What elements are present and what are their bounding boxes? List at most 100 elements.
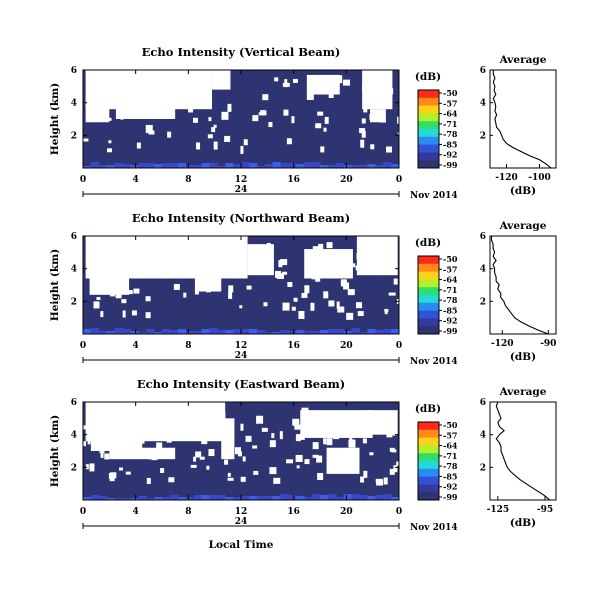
surface-echo-cell [391,164,400,168]
no-data-speckle [364,264,371,272]
no-data-speckle [323,127,327,132]
surface-echo-cell [83,329,92,334]
no-data-speckle [228,291,233,299]
surface-echo-cell [106,331,116,334]
surface-echo-cell [162,329,171,334]
no-data-speckle [397,131,404,136]
no-data-speckle [312,454,319,458]
surface-echo-cell [130,165,139,168]
surface-echo-cell [217,495,226,500]
no-data-regions [85,236,403,320]
no-data-speckle [119,467,124,471]
no-data-speckle [315,123,322,129]
no-data-region [212,70,231,90]
no-data-speckle [286,138,292,145]
no-data-speckle [173,283,180,290]
no-data-speckle [256,415,264,424]
no-data-speckle [99,447,105,454]
no-data-speckle [240,145,244,154]
no-data-speckle [145,296,151,302]
no-data-speckle [317,472,324,480]
no-data-speckle [275,270,282,278]
no-data-speckle [291,306,296,311]
no-data-speckle [201,439,208,445]
no-data-speckle [224,135,231,142]
no-data-speckle [207,434,214,440]
surface-echo-cell [138,496,147,500]
surface-echo-cell [193,495,202,500]
no-data-region [356,236,398,276]
no-data-speckle [296,465,300,469]
surface-echo-cell [169,163,179,168]
surface-echo-cell [241,329,250,334]
no-data-speckle [194,426,200,430]
no-data-speckle [380,249,388,254]
no-data-speckle [246,285,252,290]
surface-echo-cell [327,329,337,334]
x-tick-label: 16 [287,507,300,517]
no-data-speckle [95,430,103,435]
profile-x-tick-label: -120 [491,339,514,349]
surface-echo-cell [122,164,131,168]
no-data-speckle [206,465,210,470]
no-data-speckle [360,476,365,483]
panel-title: Echo Intensity (Northward Beam) [132,211,350,225]
surface-echo-cell [320,495,329,500]
no-data-speckle [323,291,329,299]
no-data-speckle [387,88,394,95]
no-data-speckle [89,463,95,472]
no-data-speckle [104,434,111,439]
no-data-speckle [228,285,234,293]
no-data-speckle [240,423,244,431]
colorbar-tick-label: -92 [443,316,457,326]
surface-echo-cell [154,332,163,334]
colorbar-segment [418,302,439,311]
no-data-region [221,418,235,460]
no-data-speckle [367,86,372,93]
colorbar-tick-label: -57 [443,430,457,440]
no-data-speckle [194,288,199,295]
no-data-speckle [219,267,227,276]
surface-echo-cell [122,498,131,500]
surface-echo-cell [248,329,258,334]
colorbar-segment [418,445,439,454]
no-data-speckle [120,111,124,120]
no-data-speckle [229,240,235,247]
no-data-speckle [109,291,115,297]
colorbar-segment [418,90,439,99]
surface-echo-cell [288,331,297,334]
no-data-speckle [361,130,366,138]
profile-xlabel: (dB) [510,351,536,363]
no-data-speckle [146,477,151,484]
surface-echo-cell [162,163,171,168]
colorbar-tick-label: -71 [443,119,457,129]
no-data-speckle [320,146,325,153]
no-data-speckle [235,447,242,455]
no-data-speckle [350,263,356,268]
colorbar-tick-label: -78 [443,295,458,305]
no-data-speckle [210,267,214,272]
no-data-region [89,275,130,295]
surface-echo-cell [280,494,289,500]
x-tick-label: 20 [340,507,353,517]
no-data-speckle [253,470,259,475]
no-data-speckle [346,312,354,320]
colorbar-segment [418,318,439,327]
no-data-speckle [94,417,101,423]
colorbar-segment [418,468,439,477]
no-data-speckle [362,83,370,92]
surface-echo-cell [296,330,305,334]
surface-echo-cell [375,495,384,500]
colorbar-tick-label: -85 [443,139,457,149]
no-data-speckle [100,423,105,430]
no-data-speckle [132,424,137,431]
no-data-speckle [127,290,133,295]
colorbar-segment [418,256,439,265]
colorbar-segment [418,129,439,138]
average-profile: Average 6 4 2 -120 -100 (dB) [480,54,557,197]
no-data-speckle [85,464,89,470]
surface-echo-cell [185,497,195,500]
y-tick-label: 6 [71,232,77,242]
surface-echo-cell [90,328,100,334]
surface-echo-cell [256,330,266,334]
